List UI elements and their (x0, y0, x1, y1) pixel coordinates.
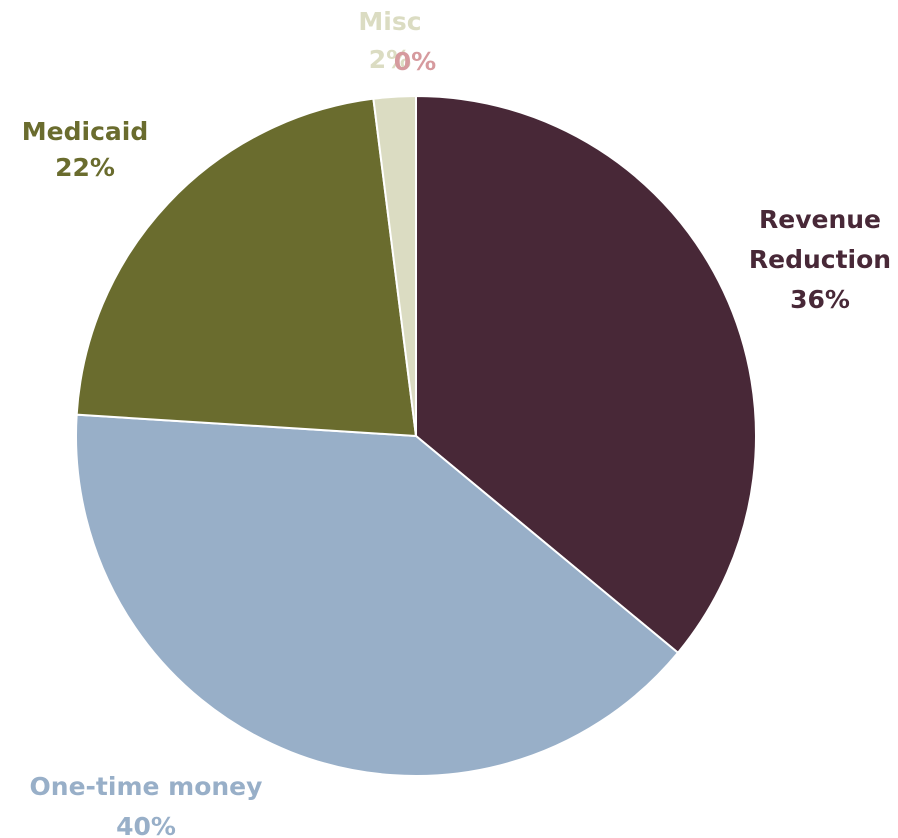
slice-value-label: 2% (369, 45, 411, 74)
pie-slice-revenue-reduction (415, 94, 757, 655)
pie-labels: Revenue Reduction 36% One-time money 40% Medi… (22, 7, 891, 838)
pie-slice-medicaid (75, 97, 418, 438)
slice-value-label: 0% (394, 47, 436, 76)
slice-name-label: Revenue (759, 205, 881, 234)
slice-label-one-time-money: One-time money 40% (30, 772, 263, 838)
slice-value-label: 22% (55, 153, 115, 182)
slice-label-medicaid: Medicaid 22% (22, 117, 148, 182)
pie-slice-one-time-money (75, 413, 680, 777)
slice-name-label: Reduction (749, 245, 891, 274)
slice-label-zero-value: 0% (394, 47, 436, 76)
slice-name-label: Misc (358, 7, 421, 36)
slice-value-label: 36% (790, 285, 850, 314)
slice-name-label: One-time money (30, 772, 263, 801)
slice-value-label: 40% (116, 812, 176, 838)
slice-label-misc: Misc 2% (358, 7, 421, 74)
slice-label-revenue-reduction: Revenue Reduction 36% (749, 205, 891, 314)
pie-slices (75, 94, 757, 777)
slice-name-label: Medicaid (22, 117, 148, 146)
pie-slice-misc (372, 94, 417, 437)
